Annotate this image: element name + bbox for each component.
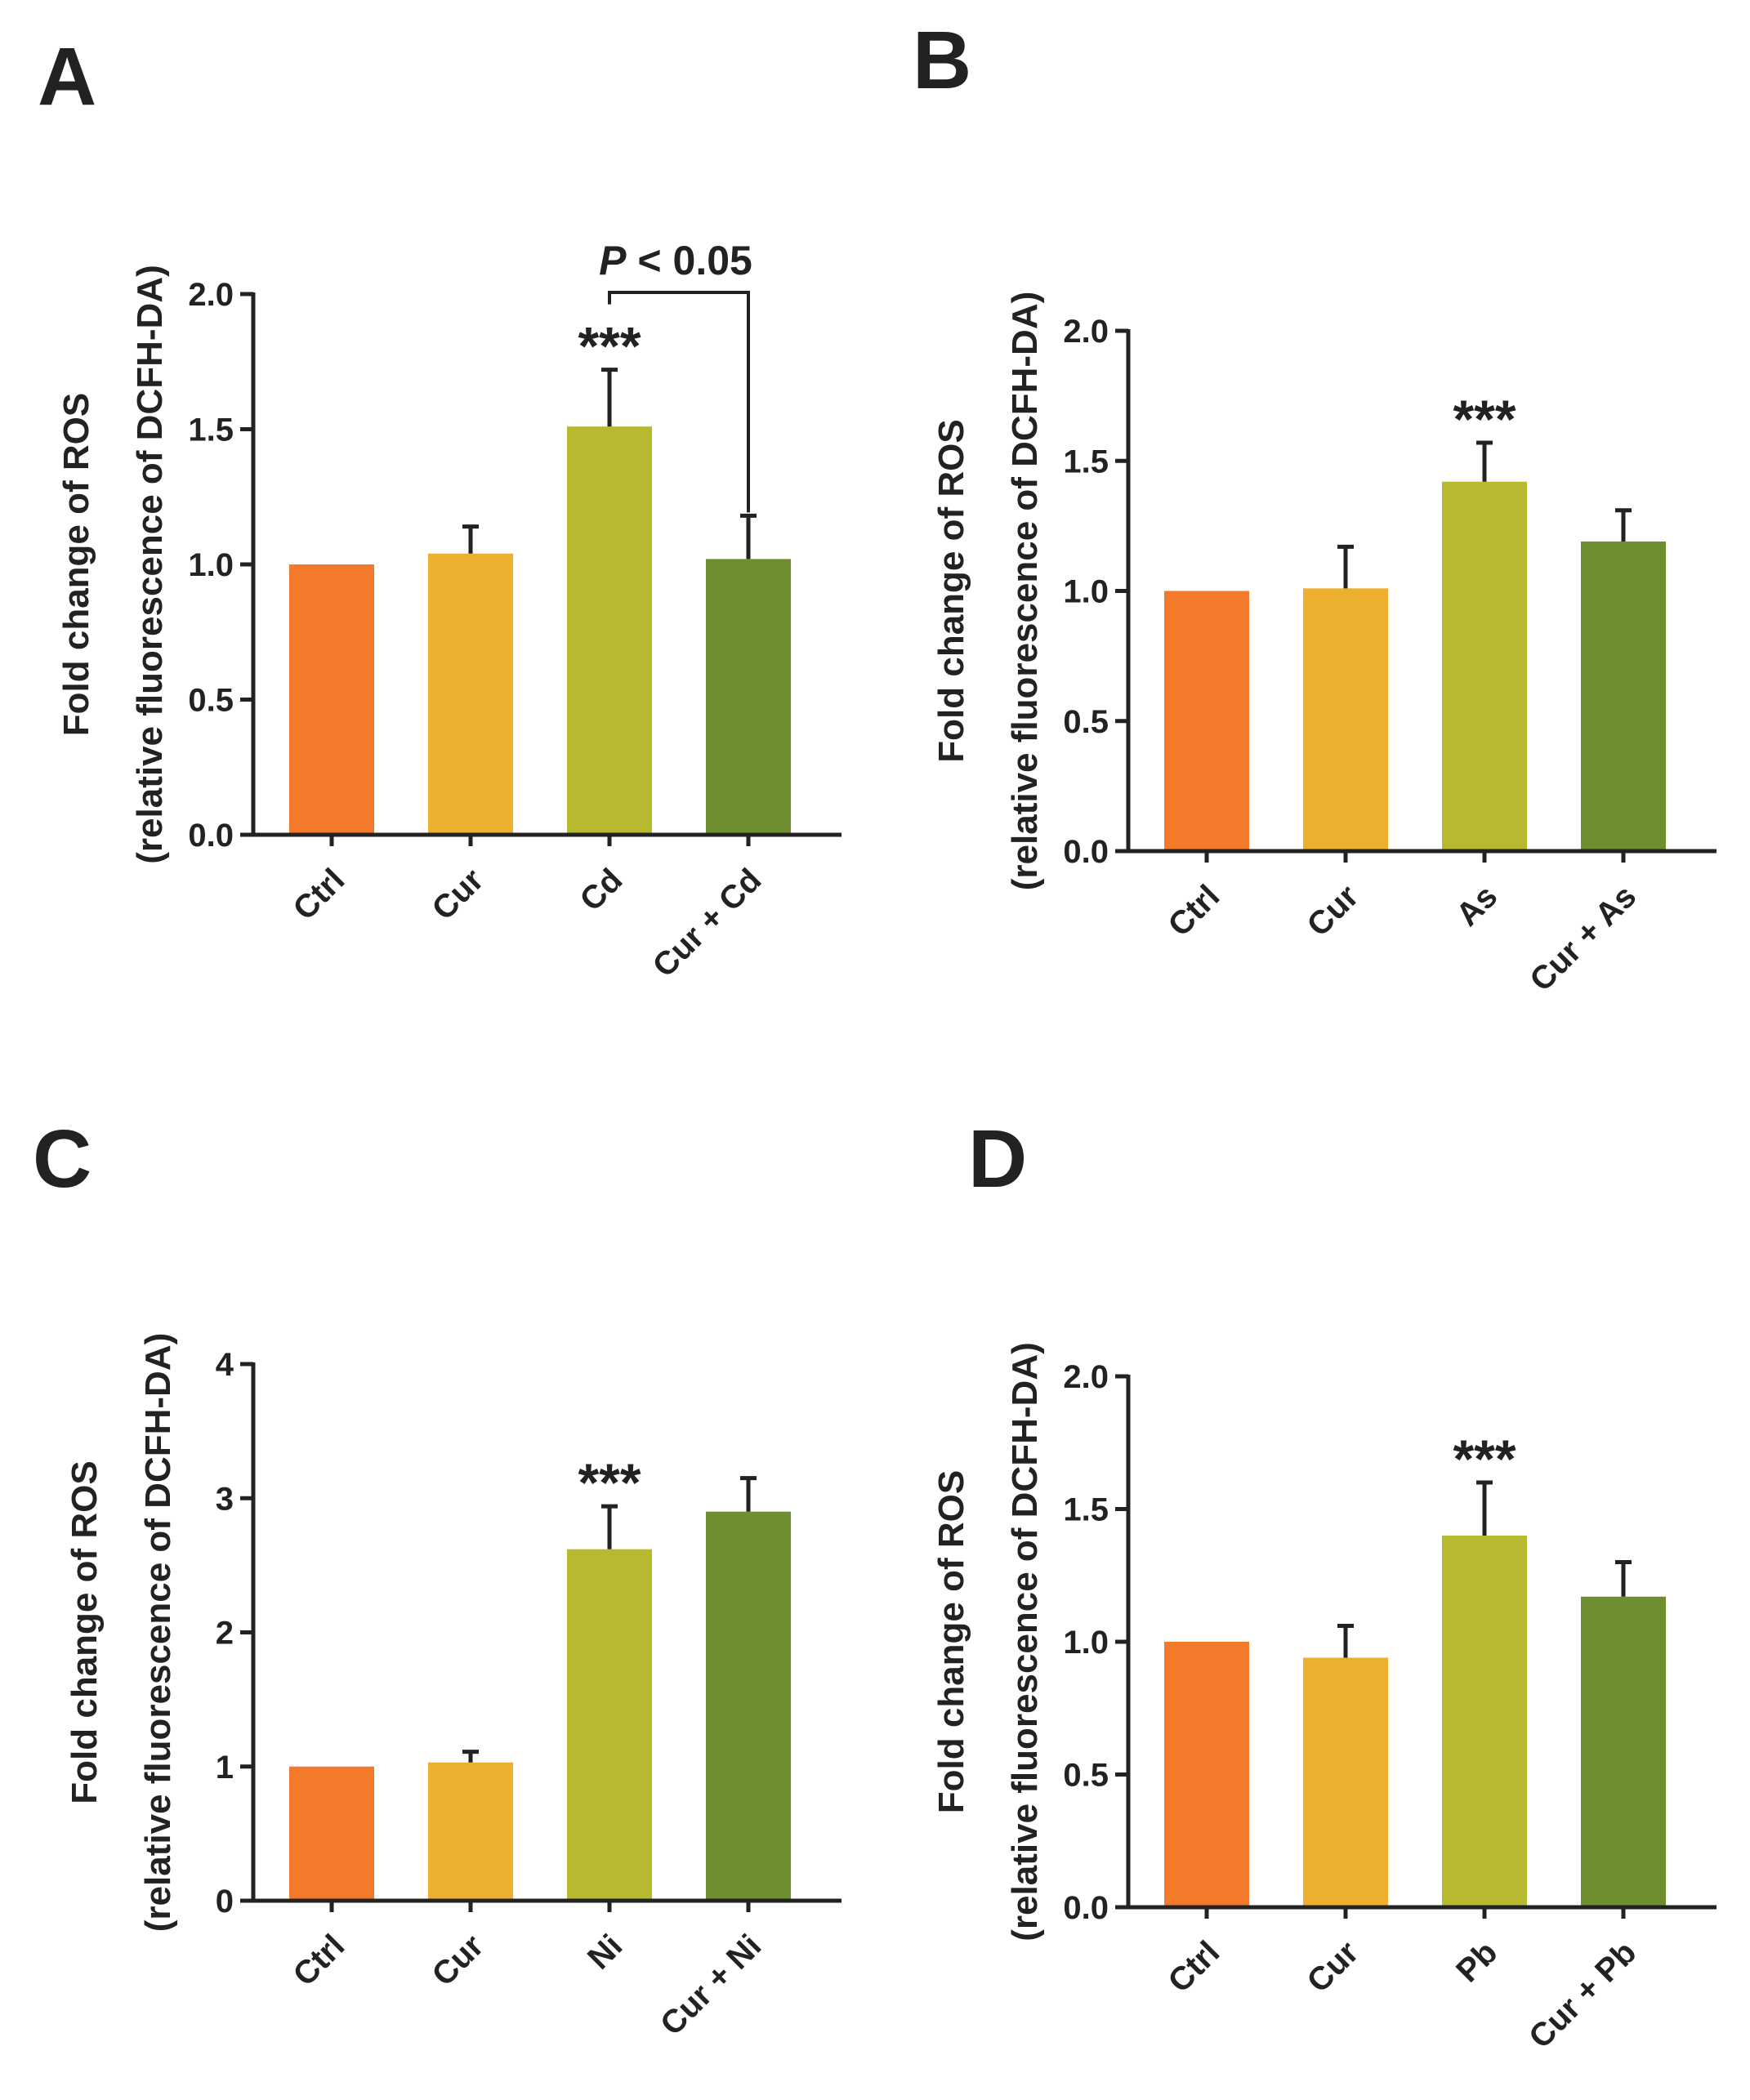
comparison-bracket	[608, 291, 750, 513]
bar	[1164, 1642, 1249, 1907]
y-tick-label: 0.0	[1063, 1890, 1109, 1926]
y-tick-label: 1.0	[1063, 574, 1109, 610]
y-tick-label: 2.0	[1063, 1359, 1109, 1395]
y-tick-label: 3	[216, 1481, 234, 1517]
y-tick-label: 1.0	[1063, 1625, 1109, 1661]
panel-letter-c: C	[33, 1113, 92, 1205]
p-value-text: < 0.05	[627, 238, 752, 283]
y-axis-label-line2: (relative fluorescence of DCFH-DA)	[1005, 292, 1045, 890]
y-axis-label-line1: Fold change of ROS	[931, 419, 971, 762]
y-tick-label: 1.5	[1063, 1492, 1109, 1528]
chart-a-svg: A Fold change of ROS (relative fluorescen…	[38, 31, 842, 984]
significance-stars: ***	[578, 1452, 641, 1513]
bar	[289, 564, 374, 835]
y-axis-label-line2: (relative fluorescence of DCFH-DA)	[138, 1333, 178, 1932]
p-value-label: P < 0.05	[599, 238, 752, 283]
y-axis-label-line2: (relative fluorescence of DCFH-DA)	[130, 265, 170, 863]
p-value-symbol: P	[599, 238, 627, 283]
x-tick-label: Cur	[1301, 1934, 1366, 2000]
x-tick-label: Ctrl	[287, 862, 352, 927]
y-tick-label: 0.5	[1063, 1758, 1109, 1794]
bar	[1581, 1596, 1666, 1907]
x-tick-label: Ctrl	[287, 1928, 352, 1993]
x-tick-label: Ni	[581, 1928, 629, 1976]
chart-panel-a: A Fold change of ROS (relative fluorescen…	[0, 0, 875, 1050]
bar	[1442, 481, 1527, 851]
x-tick-label: Cur + Pb	[1522, 1934, 1643, 2055]
x-tick-label: Ctrl	[1162, 878, 1227, 943]
bar	[1303, 1657, 1388, 1907]
significance-stars: ***	[1453, 1429, 1516, 1489]
chart-d-svg: D Fold change of ROS (relative fluorescen…	[931, 1113, 1717, 2055]
panel-letter-d: D	[968, 1113, 1027, 1205]
y-tick-label: 0.0	[188, 818, 234, 854]
chart-panel-d: D Fold change of ROS (relative fluorescen…	[875, 1050, 1750, 2099]
y-tick-label: 0.5	[188, 683, 234, 719]
bar	[1581, 541, 1666, 851]
x-tick-label: Pb	[1449, 1934, 1504, 1989]
x-tick-label: Cur	[1301, 878, 1366, 943]
bar	[428, 1762, 513, 1901]
y-tick-label: 0	[216, 1884, 234, 1919]
y-tick-label: 1.5	[188, 412, 234, 448]
y-tick-label: 1.0	[188, 547, 234, 583]
y-tick-label: 0.5	[1063, 704, 1109, 740]
significance-stars: ***	[578, 316, 641, 377]
y-axis-label-line1: Fold change of ROS	[56, 393, 96, 736]
significance-stars: ***	[1453, 389, 1516, 449]
bar	[706, 1511, 791, 1901]
y-tick-label: 2	[216, 1616, 234, 1652]
chart-a-plot: Fold change of ROS (relative fluorescence…	[56, 238, 842, 984]
y-tick-label: 2.0	[188, 277, 234, 313]
chart-panel-b: B Fold change of ROS (relative fluorescen…	[875, 0, 1750, 1050]
bar	[706, 559, 791, 835]
bar	[1303, 588, 1388, 851]
x-tick-label: Cur	[426, 862, 491, 927]
bar	[428, 553, 513, 835]
y-tick-label: 0.0	[1063, 834, 1109, 870]
panel-letter-a: A	[38, 31, 96, 123]
chart-d-plot: Fold change of ROS (relative fluorescence…	[931, 1342, 1717, 2055]
x-tick-label: Cur + As	[1523, 878, 1643, 998]
y-tick-label: 2.0	[1063, 314, 1109, 350]
bar	[289, 1766, 374, 1901]
x-tick-label: Cur	[426, 1928, 491, 1993]
chart-b-svg: B Fold change of ROS (relative fluorescen…	[913, 15, 1717, 998]
chart-b-plot: Fold change of ROS (relative fluorescence…	[931, 292, 1717, 998]
x-tick-label: Cd	[574, 862, 630, 918]
y-tick-label: 1.5	[1063, 444, 1109, 479]
bar	[567, 1549, 652, 1901]
chart-c-svg: C Fold change of ROS (relative fluorescen…	[33, 1113, 842, 2043]
panel-letter-b: B	[913, 15, 971, 106]
y-tick-label: 4	[216, 1347, 234, 1383]
y-axis-label-line2: (relative fluorescence of DCFH-DA)	[1005, 1342, 1045, 1941]
bar	[567, 426, 652, 835]
x-tick-label: As	[1449, 878, 1504, 933]
y-axis-label-line1: Fold change of ROS	[931, 1470, 971, 1813]
bar	[1164, 591, 1249, 851]
chart-panel-c: C Fold change of ROS (relative fluorescen…	[0, 1050, 875, 2099]
x-tick-label: Ctrl	[1162, 1934, 1227, 2000]
bar	[1442, 1536, 1527, 1907]
x-tick-label: Cur + Cd	[646, 862, 769, 984]
y-axis-label-line1: Fold change of ROS	[65, 1460, 105, 1804]
chart-c-plot: Fold change of ROS (relative fluorescence…	[65, 1333, 842, 2043]
y-tick-label: 1	[216, 1750, 234, 1786]
x-tick-label: Cur + Ni	[654, 1928, 768, 2042]
